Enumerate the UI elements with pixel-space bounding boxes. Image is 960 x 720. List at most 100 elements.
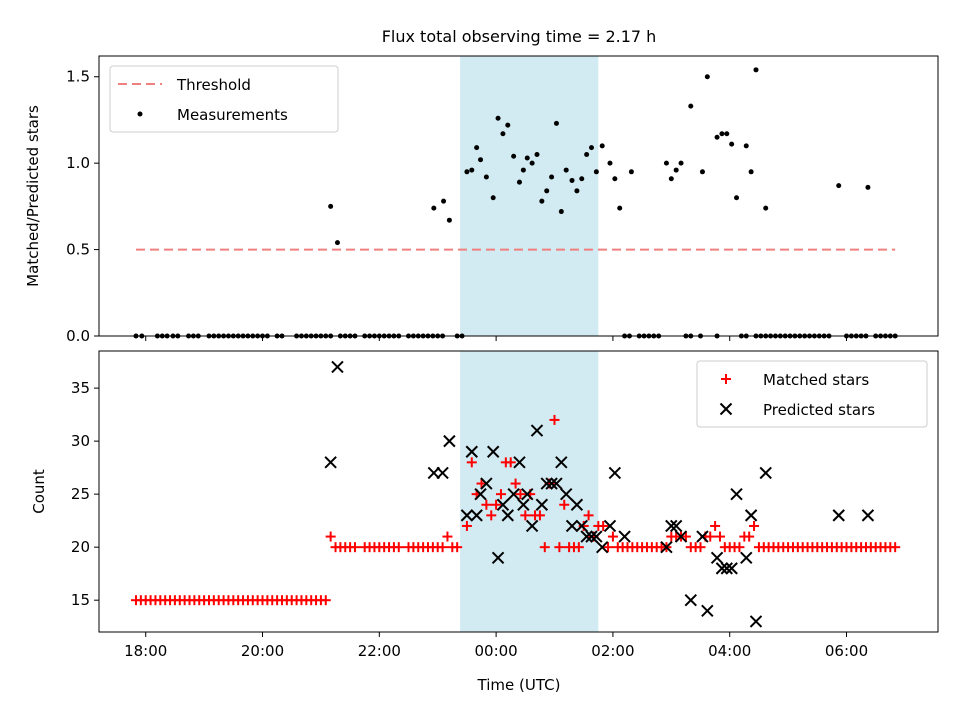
- predicted-star-marker: [521, 487, 534, 501]
- measurement-point: [724, 131, 730, 137]
- predicted-star-marker: [507, 487, 520, 501]
- matched-star-marker: [320, 595, 331, 606]
- measurement-point: [511, 153, 517, 159]
- x-stroke: [324, 456, 337, 469]
- measurement-point: [607, 160, 613, 166]
- measurement-point: [516, 179, 522, 185]
- predicted-star-marker: [684, 593, 697, 607]
- predicted-star-marker: [669, 519, 683, 533]
- predicted-star-marker: [535, 498, 549, 511]
- x-stroke: [669, 519, 683, 533]
- matched-star-marker: [539, 542, 550, 553]
- x-stroke: [684, 593, 697, 607]
- predicted-star-marker: [701, 604, 714, 617]
- measurement-point: [483, 174, 489, 180]
- y-tick-label: 0.0: [66, 327, 90, 345]
- x-stroke: [730, 487, 743, 501]
- predicted-star-marker: [590, 530, 603, 543]
- measurement-point: [529, 160, 535, 166]
- matched-star-marker: [442, 531, 453, 542]
- ratio-x-ticks: [145, 336, 848, 341]
- matched-star-marker: [734, 542, 745, 553]
- measurement-point: [865, 184, 871, 190]
- matched-star-marker: [437, 542, 448, 553]
- predicted-star-marker: [608, 466, 622, 480]
- predicted-star-marker: [565, 519, 579, 533]
- x-stroke: [565, 519, 579, 533]
- x-stroke: [550, 477, 563, 490]
- measurement-point: [334, 240, 340, 246]
- x-stroke: [861, 509, 875, 522]
- x-stroke: [474, 487, 487, 501]
- measurement-point: [699, 169, 705, 175]
- x-stroke: [530, 424, 544, 437]
- count-y-axis: 15 20 25 30 35: [71, 379, 99, 609]
- matched-star-marker: [486, 510, 497, 521]
- measurement-point: [729, 141, 735, 147]
- count-panel: 15 20 25 30 35 18:00 20:00 22:00 00:00 02:00 04:0…: [30, 350, 939, 694]
- matched-star-marker: [495, 489, 506, 500]
- x-stroke: [465, 445, 478, 458]
- matched-star-marker: [744, 531, 755, 542]
- predicted-star-marker: [530, 424, 544, 437]
- x-stroke: [660, 540, 673, 554]
- x-stroke: [570, 498, 584, 511]
- predicted-star-marker: [660, 540, 673, 554]
- x-stroke: [460, 509, 474, 522]
- x-stroke: [725, 562, 738, 575]
- predicted-star-marker: [575, 519, 588, 533]
- predicted-star-marker: [580, 530, 593, 543]
- matched-star-marker: [505, 457, 516, 468]
- predicted-star-marker: [525, 519, 539, 533]
- matched-star-marker: [325, 531, 336, 542]
- measurement-point: [464, 169, 470, 175]
- predicted-star-marker: [744, 509, 758, 522]
- measurement-point: [663, 160, 669, 166]
- x-stroke: [496, 498, 510, 511]
- predicted-star-marker: [730, 487, 743, 501]
- predicted-star-marker: [517, 498, 530, 511]
- x-stroke: [480, 477, 493, 490]
- matched-star-marker: [554, 542, 565, 553]
- x-stroke: [595, 540, 609, 554]
- matched-star-marker: [680, 531, 691, 542]
- measurement-point: [505, 122, 511, 128]
- matched-star-marker: [510, 478, 521, 489]
- ratio-axes-frame: [98, 55, 939, 337]
- x-stroke: [603, 519, 617, 533]
- x-stroke: [555, 456, 568, 469]
- x-stroke: [559, 487, 573, 501]
- matched-star-marker: [461, 520, 472, 531]
- measurement-point: [553, 120, 559, 126]
- measurement-point: [563, 167, 569, 173]
- x-stroke: [696, 530, 709, 543]
- measurement-point: [734, 195, 740, 201]
- predicted-star-marker: [861, 509, 875, 522]
- predicted-star-markers: [324, 360, 875, 628]
- matched-star-marker: [695, 542, 706, 553]
- predicted-star-marker: [540, 477, 553, 490]
- count-axes-frame: [98, 350, 939, 633]
- matched-star-marker: [714, 531, 725, 542]
- predicted-star-marker: [486, 445, 500, 458]
- matched-star-marker: [491, 499, 502, 510]
- predicted-star-marker: [710, 551, 724, 564]
- x-stroke: [427, 466, 441, 480]
- measurement-point: [469, 167, 475, 173]
- x-stroke: [665, 519, 678, 533]
- y-tick-label: 1.5: [66, 68, 90, 86]
- x-tick-label: 22:00: [358, 642, 401, 660]
- x-tick-label: 18:00: [124, 642, 167, 660]
- highlight-band: [460, 56, 599, 336]
- predicted-star-marker: [491, 551, 505, 564]
- predicted-star-marker: [595, 540, 609, 554]
- predicted-star-marker: [474, 487, 487, 501]
- matched-star-marker: [393, 542, 404, 553]
- x-stroke: [331, 360, 344, 374]
- matched-star-marker: [520, 510, 531, 521]
- matched-star-marker: [481, 499, 492, 510]
- legend-predicted-swatch: [719, 402, 733, 416]
- ratio-y-axis-label: Matched/Predicted stars: [24, 105, 42, 287]
- x-stroke: [674, 530, 688, 543]
- measurement-point: [549, 174, 555, 180]
